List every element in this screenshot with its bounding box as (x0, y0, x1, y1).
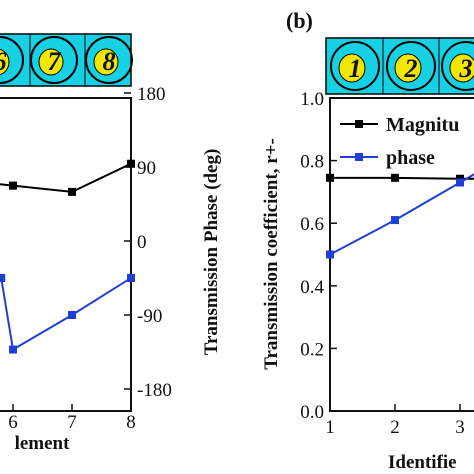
series-marker (326, 173, 334, 182)
y-tick-label: 0.0 (300, 402, 324, 423)
unit-cell-ring (386, 41, 436, 91)
unit-cell-resonator (449, 53, 474, 83)
series-marker (0, 274, 6, 282)
legend-swatch-marker (355, 120, 363, 128)
legend-entry-label: Magnitu (386, 114, 459, 136)
series-line (0, 162, 132, 193)
unit-cell-number: 7 (48, 47, 62, 76)
y-tick-label: 0.4 (300, 277, 324, 298)
y-tick-label: 0.8 (300, 152, 324, 173)
panel-label-b: (b) (286, 8, 313, 33)
unit-cell-resonator (0, 48, 10, 76)
unit-cell-number: 6 (0, 47, 7, 76)
x-tick-label: 6 (8, 412, 18, 433)
series-marker (127, 274, 135, 282)
y-tick-label: 1.0 (300, 89, 324, 110)
x-tick-label: 8 (126, 412, 136, 433)
panel-a: 6 7 8 180 90 0 -90 -180 6 7 8 lement Transmission… (0, 33, 222, 454)
x-tick-label: 1 (325, 417, 335, 438)
plot-frame-b (329, 97, 474, 412)
series-marker (9, 345, 17, 354)
unit-cell-ring (441, 41, 474, 91)
series-marker (68, 187, 76, 196)
series-group-b (326, 173, 474, 259)
unit-cell-number: 1 (349, 54, 362, 83)
unit-cell-resonator (338, 53, 366, 83)
series-line (0, 277, 132, 352)
axes-a: 180 90 0 -90 -180 6 7 8 (8, 84, 172, 433)
series-line (329, 173, 474, 256)
unit-cell-resonator (394, 53, 422, 83)
plot-frame-a (0, 97, 132, 412)
unit-cell-number: 2 (404, 54, 418, 83)
unit-cell-ring (85, 36, 133, 84)
x-axis-label-a: lement (15, 433, 71, 454)
y-axis-label-b: Transmission coefficient, r+- (261, 138, 282, 370)
x-tick-label: 7 (67, 412, 77, 433)
unit-cell-ring (330, 41, 380, 91)
legend-b: Magnitu phase (340, 114, 459, 169)
y2-axis-label-a: Transmission Phase (deg) (201, 149, 222, 356)
panel-b: (b) 1 2 3 0.0 0.2 0.4 0.6 0.8 1.0 1 2 3 Magnitu pha… (261, 8, 474, 473)
series-marker (326, 250, 334, 259)
series-marker (391, 173, 399, 182)
series-marker (9, 181, 17, 190)
legend-swatch-marker (355, 153, 363, 161)
y2-tick-label: 180 (137, 84, 166, 105)
series-group-a (0, 159, 135, 354)
unit-cell-resonator (38, 48, 64, 76)
x-tick-label: 2 (390, 417, 400, 438)
y-tick-label: 0.6 (300, 214, 324, 235)
series-line (330, 176, 474, 180)
legend-entry-label: phase (386, 147, 435, 169)
axes-b: 0.0 0.2 0.4 0.6 0.8 1.0 1 2 3 (300, 89, 465, 438)
unit-cell-resonator (93, 48, 119, 76)
y2-tick-label: -90 (137, 306, 162, 327)
y-tick-label: 0.2 (300, 339, 324, 360)
unit-cell-ring (30, 36, 78, 84)
unit-cell-number: 8 (103, 47, 116, 76)
x-axis-label-b: Identifie (388, 452, 457, 473)
series-marker (127, 159, 135, 168)
series-marker (391, 216, 399, 225)
y2-tick-label: 90 (137, 158, 156, 179)
y2-tick-label: 0 (137, 232, 147, 253)
y2-tick-label: -180 (137, 380, 172, 401)
unit-cell-strip-b: 1 2 3 (325, 37, 474, 95)
series-marker (456, 178, 464, 187)
series-marker (68, 311, 76, 319)
unit-cell-strip-a: 6 7 8 (0, 33, 133, 87)
unit-cell-number: 3 (459, 54, 473, 83)
x-tick-label: 3 (455, 417, 465, 438)
unit-cell-ring (0, 36, 24, 84)
